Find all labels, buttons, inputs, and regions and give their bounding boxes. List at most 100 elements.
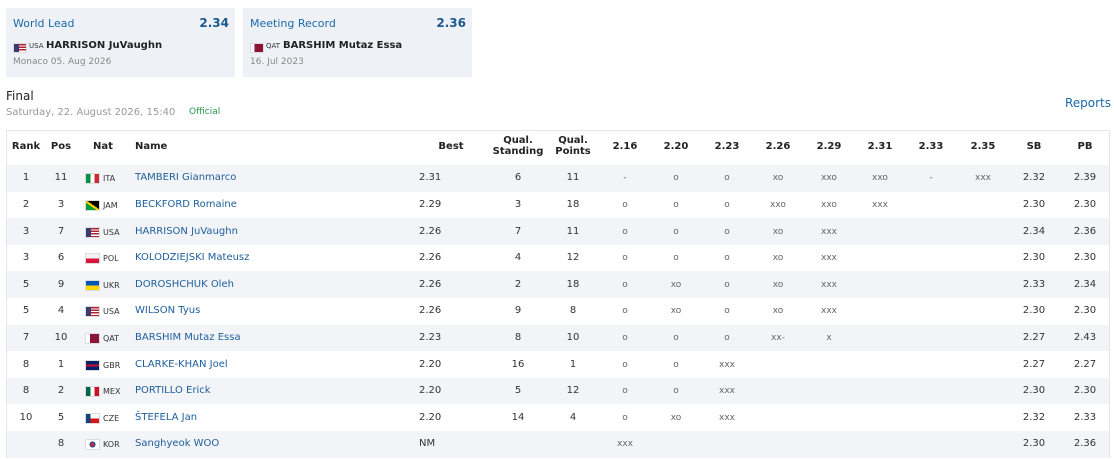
attempt: xo: [772, 173, 784, 184]
flag: [85, 199, 100, 211]
athlete-name[interactable]: Sanghyeok WOO: [135, 438, 220, 450]
attempt: o: [673, 199, 679, 210]
country-code: GBR: [103, 360, 121, 370]
country-code: JAM: [103, 200, 118, 210]
flag: [85, 226, 100, 238]
attempt: o: [724, 253, 730, 264]
card-mark: 2.36: [436, 16, 466, 30]
personal-best: 2.34: [1073, 278, 1097, 290]
season-best: 2.30: [1022, 305, 1046, 317]
attempt: o: [673, 359, 679, 370]
qual-standing: 5: [514, 385, 522, 397]
qual-points: 11: [566, 225, 580, 237]
attempt: o: [622, 332, 628, 343]
country-code: USA: [103, 307, 120, 317]
position: 3: [57, 198, 65, 210]
flag: [85, 439, 100, 451]
rank: 3: [22, 225, 30, 237]
position: 5: [57, 411, 65, 423]
best-mark: 2.23: [419, 331, 442, 343]
column-header: 2.26: [765, 141, 791, 152]
best-mark: 2.20: [419, 411, 442, 423]
personal-best: 2.30: [1073, 252, 1097, 264]
flag: [85, 332, 100, 344]
athlete-name[interactable]: BECKFORD Romaine: [135, 198, 237, 210]
rank: 8: [22, 358, 30, 370]
attempt: o: [622, 279, 628, 290]
athlete-name[interactable]: DOROSHCHUK Oleh: [135, 278, 234, 290]
flag: [85, 412, 100, 424]
attempt: o: [724, 199, 730, 210]
attempt: xxx: [975, 173, 991, 184]
column-header: Qual. Points: [555, 135, 591, 157]
best-mark: 2.26: [419, 305, 442, 317]
column-header: Pos: [50, 141, 72, 152]
rank: 5: [22, 278, 30, 290]
attempt: o: [673, 386, 679, 397]
athlete-name[interactable]: PORTILLO Erick: [135, 385, 211, 397]
personal-best: 2.43: [1073, 331, 1097, 343]
athlete-name[interactable]: BARSHIM Mutaz Essa: [135, 331, 241, 343]
column-header: PB: [1077, 141, 1093, 152]
card-mark: 2.34: [199, 16, 229, 30]
world-lead-card: World Lead 2.34 USA HARRISON JuVaughn Mo…: [6, 8, 235, 77]
attempt: o: [724, 279, 730, 290]
qual-points: 8: [569, 305, 577, 317]
qual-standing: 3: [514, 198, 522, 210]
attempt: o: [622, 226, 628, 237]
qual-standing: 8: [514, 331, 522, 343]
athlete-name[interactable]: KOLODZIEJSKI Mateusz: [135, 252, 250, 264]
best-mark: 2.29: [419, 198, 442, 210]
qual-points: 1: [569, 358, 577, 370]
athlete-name[interactable]: ŠTEFELA Jan: [135, 411, 198, 423]
athlete-name[interactable]: TAMBERI Gianmarco: [135, 172, 237, 184]
attempt: xxx: [719, 386, 735, 397]
qual-standing: 6: [514, 172, 522, 184]
attempt: o: [724, 173, 730, 184]
attempt: xxx: [821, 253, 837, 264]
best-mark: 2.26: [419, 252, 442, 264]
attempt: o: [724, 332, 730, 343]
card-country: USA: [29, 42, 44, 50]
card-label: Meeting Record: [250, 17, 336, 30]
personal-best: 2.39: [1073, 172, 1097, 184]
position: 2: [57, 385, 65, 397]
card-detail: Monaco 05. Aug 2026: [13, 57, 112, 67]
athlete-name[interactable]: WILSON Tyus: [135, 305, 201, 317]
country-code: ITA: [103, 174, 116, 184]
attempt: o: [724, 226, 730, 237]
season-best: 2.34: [1022, 225, 1046, 237]
card-athlete: HARRISON JuVaughn: [46, 40, 163, 51]
attempt: xx-: [771, 332, 785, 343]
country-code: POL: [103, 254, 119, 264]
qual-points: 4: [569, 411, 577, 423]
athlete-name[interactable]: CLARKE-KHAN Joel: [135, 358, 228, 370]
rank: 3: [22, 252, 30, 264]
attempt: -: [623, 173, 627, 184]
column-header: Name: [135, 141, 168, 152]
best-mark: 2.26: [419, 225, 442, 237]
attempt: xxo: [821, 173, 837, 184]
flag: [85, 306, 100, 318]
season-best: 2.30: [1022, 385, 1046, 397]
flag: [85, 386, 100, 398]
flag: [250, 43, 264, 53]
country-code: USA: [103, 227, 120, 237]
season-best: 2.30: [1022, 198, 1046, 210]
reports-link[interactable]: Reports: [1064, 96, 1111, 110]
qual-points: 12: [566, 385, 580, 397]
column-header: 2.33: [918, 141, 944, 152]
qual-points: 11: [566, 172, 580, 184]
season-best: 2.32: [1022, 172, 1046, 184]
column-header: 2.31: [867, 141, 893, 152]
country-code: UKR: [103, 280, 120, 290]
athlete-name[interactable]: HARRISON JuVaughn: [135, 225, 238, 237]
best-mark: NM: [419, 438, 436, 450]
row-background: [7, 324, 1109, 352]
attempt: xxx: [821, 306, 837, 317]
qual-points: 18: [566, 198, 580, 210]
position: 9: [57, 278, 65, 290]
rank: 7: [22, 331, 30, 343]
country-code: KOR: [103, 440, 120, 450]
column-header: 2.29: [816, 141, 842, 152]
